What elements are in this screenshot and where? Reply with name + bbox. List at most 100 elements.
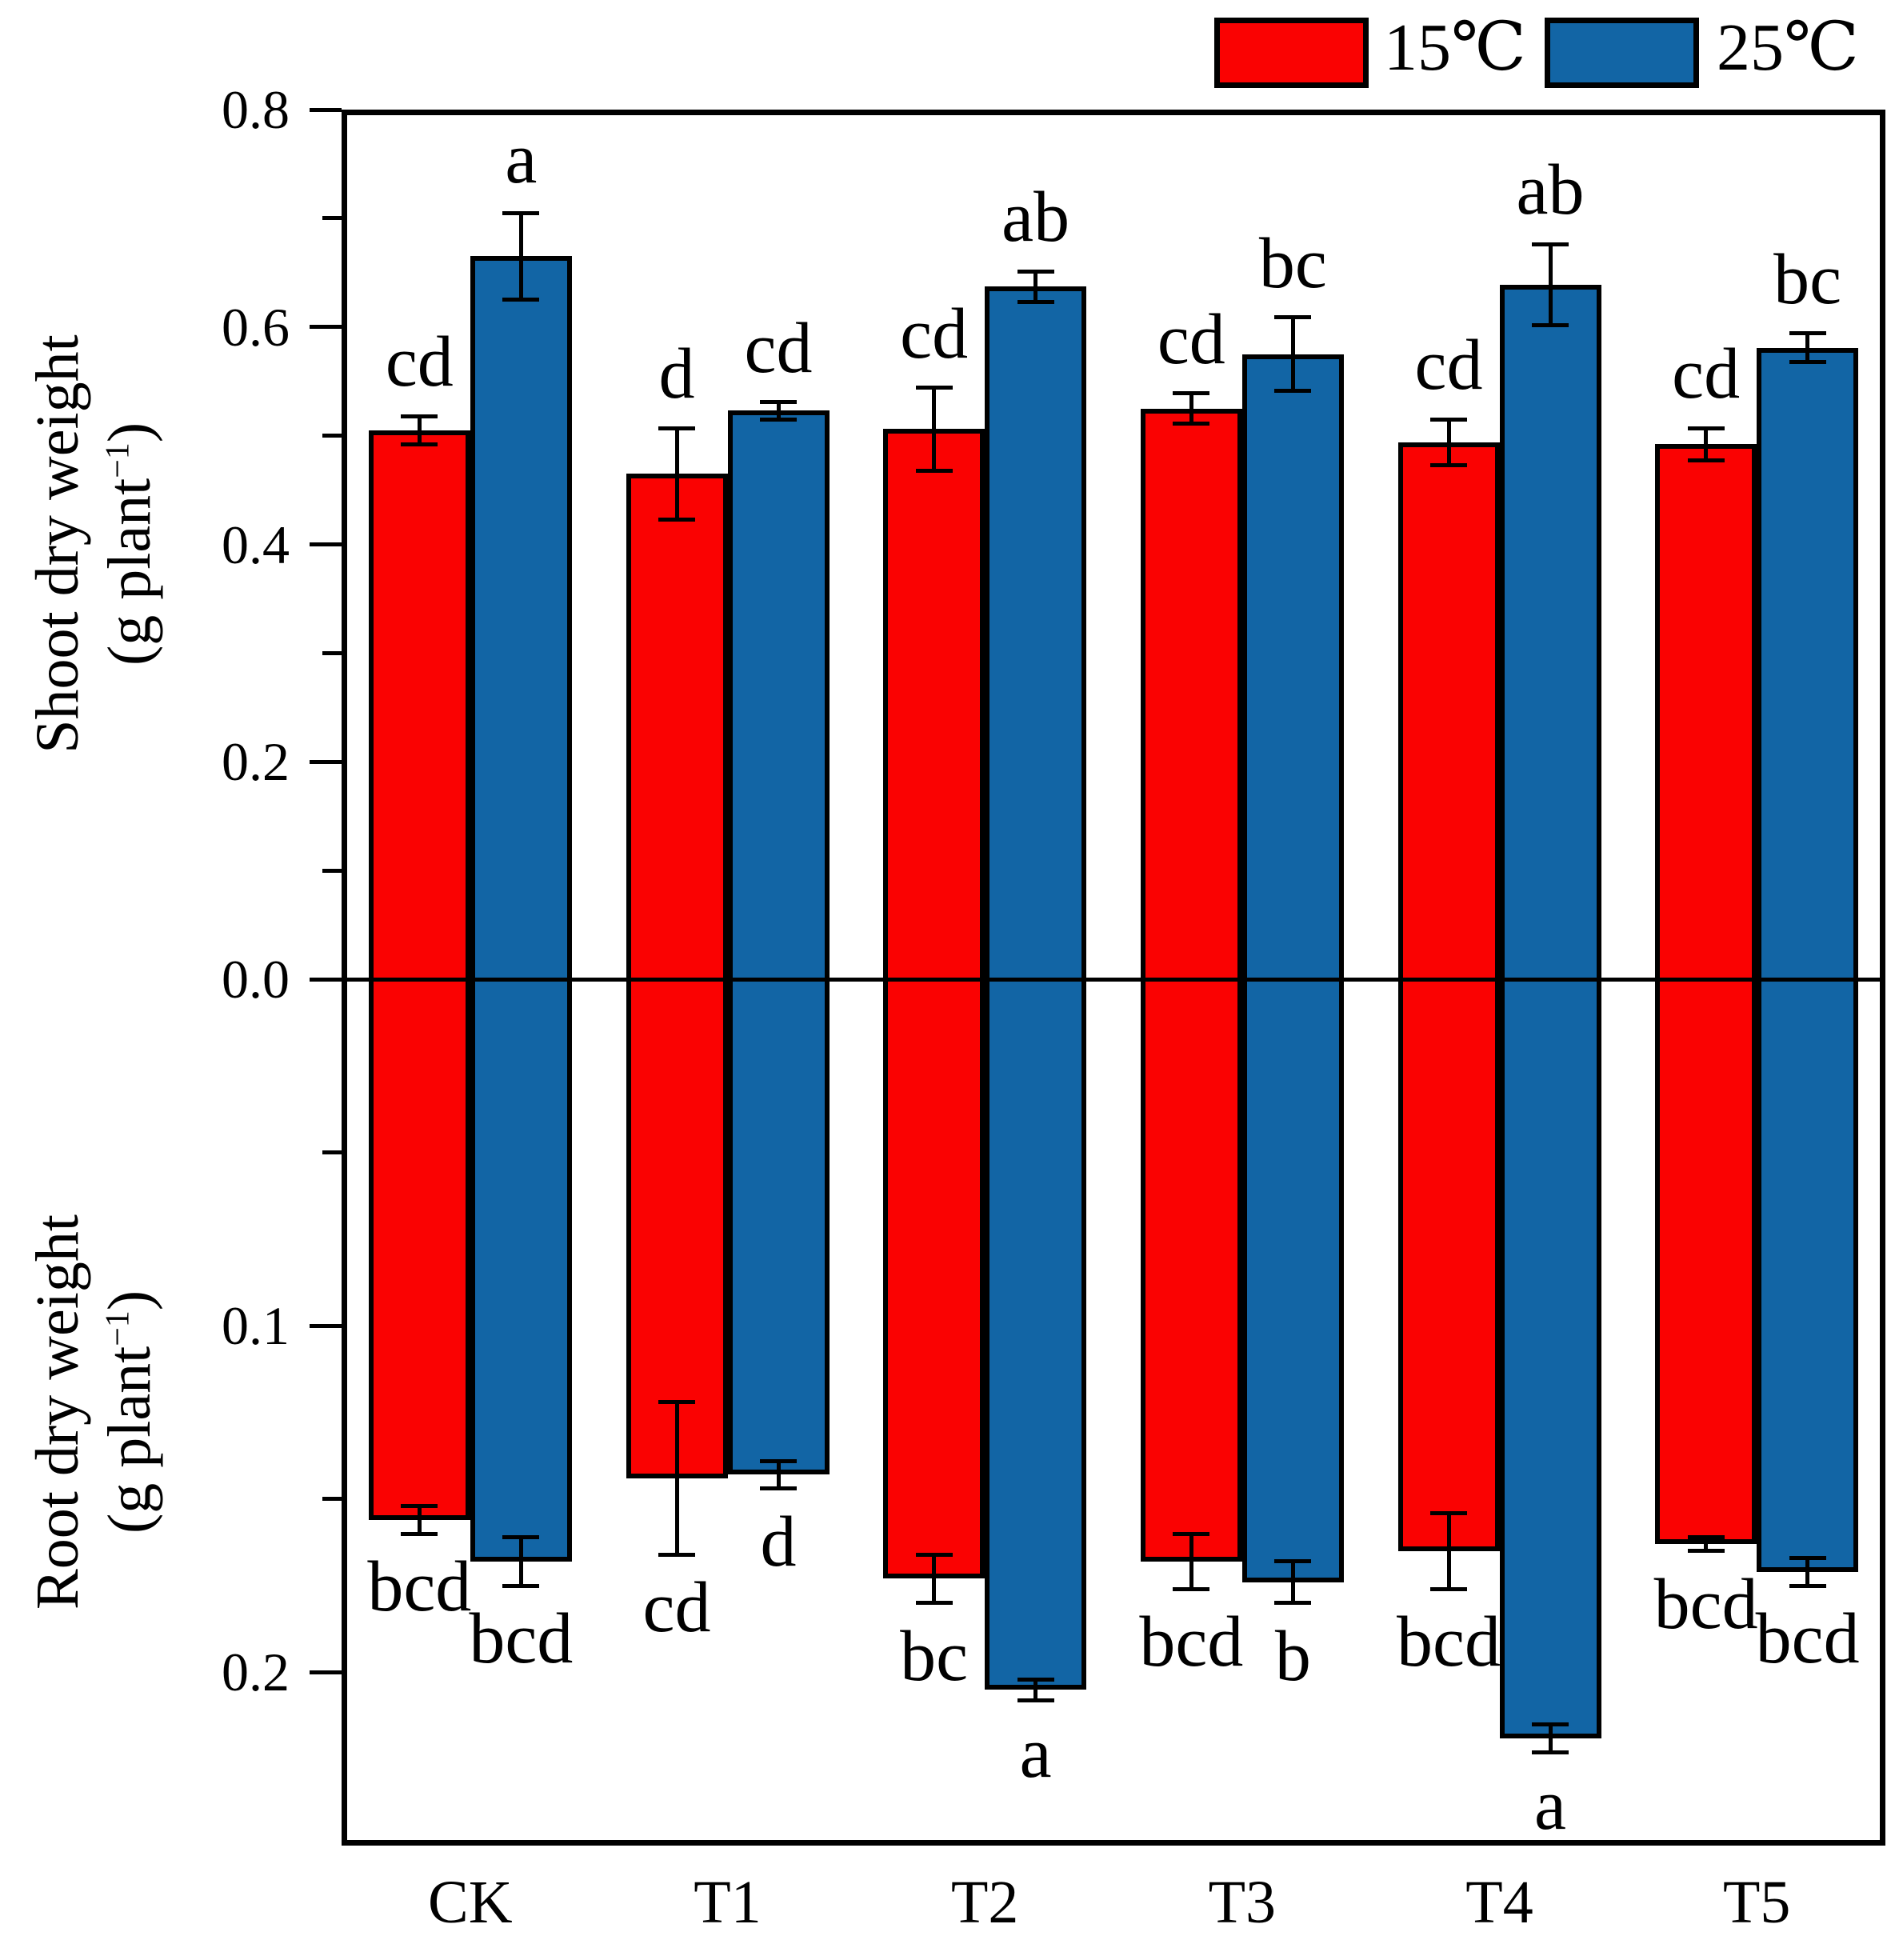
error-bar bbox=[674, 428, 679, 520]
significance-letter: cd bbox=[1414, 326, 1483, 406]
y-major-tick bbox=[310, 1670, 342, 1674]
bar-shoot-T4-15c bbox=[1397, 442, 1500, 979]
bar-root-T5-25c bbox=[1757, 979, 1859, 1572]
error-bar-cap bbox=[1789, 359, 1826, 364]
y-axis-top-title: Shoot dry weight bbox=[24, 334, 91, 754]
error-bar-cap bbox=[1274, 315, 1312, 320]
x-axis-label-T3: T3 bbox=[1208, 1869, 1277, 1936]
bar-root-CK-15c bbox=[368, 979, 470, 1520]
bar-shoot-CK-25c bbox=[470, 256, 572, 979]
bar-root-T5-15c bbox=[1655, 979, 1757, 1545]
significance-letter: bcd bbox=[1653, 1564, 1758, 1644]
error-bar bbox=[1446, 419, 1451, 466]
significance-letter: bcd bbox=[1755, 1599, 1860, 1679]
significance-letter: bc bbox=[1258, 223, 1327, 303]
error-bar-cap bbox=[1017, 299, 1054, 304]
bar-shoot-T5-25c bbox=[1757, 347, 1859, 979]
error-bar-cap bbox=[1017, 1698, 1054, 1702]
error-bar bbox=[932, 387, 937, 471]
significance-letter: cd bbox=[744, 308, 813, 388]
significance-letter: d bbox=[760, 1502, 797, 1582]
error-bar-cap bbox=[1532, 1722, 1569, 1726]
y-major-tick bbox=[310, 107, 342, 112]
error-bar-cap bbox=[401, 1503, 438, 1508]
y-axis-top-unit: (g plant−1) bbox=[96, 422, 163, 666]
error-bar-cap bbox=[1173, 1531, 1210, 1536]
error-bar bbox=[1704, 1537, 1709, 1551]
significance-letter: cd bbox=[385, 322, 454, 402]
error-bar-cap bbox=[1789, 1555, 1826, 1560]
significance-letter: cd bbox=[642, 1568, 711, 1648]
error-bar bbox=[1290, 1561, 1295, 1603]
y-minor-tick bbox=[322, 434, 342, 438]
y-tick-label: 0.2 bbox=[222, 1642, 290, 1703]
y-tick-label: 0.6 bbox=[222, 296, 290, 358]
error-bar-cap bbox=[1687, 1549, 1725, 1554]
y-minor-tick bbox=[322, 1150, 342, 1155]
significance-letter: a bbox=[505, 119, 538, 199]
error-bar-cap bbox=[760, 1458, 797, 1463]
x-axis-label-T1: T1 bbox=[694, 1869, 762, 1936]
y-major-tick bbox=[310, 1323, 342, 1328]
error-bar-cap bbox=[1274, 1601, 1312, 1606]
error-bar-cap bbox=[1017, 269, 1054, 274]
bar-root-T1-25c bbox=[727, 979, 830, 1475]
bar-shoot-T1-15c bbox=[626, 474, 728, 979]
error-bar bbox=[1189, 393, 1193, 424]
error-bar bbox=[1704, 428, 1709, 461]
significance-letter: a bbox=[1019, 1714, 1052, 1794]
error-bar bbox=[776, 402, 781, 420]
error-bar bbox=[1033, 1679, 1038, 1701]
error-bar bbox=[1805, 333, 1810, 362]
error-bar-cap bbox=[1532, 1750, 1569, 1754]
error-bar-cap bbox=[658, 517, 695, 522]
error-bar bbox=[518, 213, 523, 300]
error-bar-cap bbox=[658, 426, 695, 430]
significance-letter: cd bbox=[1157, 299, 1225, 379]
bar-shoot-T1-25c bbox=[727, 410, 830, 979]
y-major-tick bbox=[310, 542, 342, 546]
error-bar-cap bbox=[1532, 242, 1569, 246]
bar-root-T2-15c bbox=[883, 979, 985, 1579]
error-bar-cap bbox=[915, 386, 953, 390]
error-bar-cap bbox=[1274, 1559, 1312, 1564]
y-major-tick bbox=[310, 977, 342, 982]
legend-item-15c: 15℃ bbox=[1214, 0, 1534, 96]
error-bar bbox=[1189, 1534, 1193, 1590]
error-bar-cap bbox=[1017, 1677, 1054, 1682]
error-bar bbox=[417, 1506, 422, 1534]
significance-letter: bcd bbox=[367, 1547, 472, 1627]
error-bar-cap bbox=[1173, 391, 1210, 396]
error-bar-cap bbox=[1687, 426, 1725, 430]
error-bar-cap bbox=[915, 1601, 953, 1606]
y-tick-label: 0.4 bbox=[222, 514, 290, 575]
error-bar-cap bbox=[401, 414, 438, 418]
error-bar-cap bbox=[502, 1583, 540, 1588]
error-bar-cap bbox=[502, 210, 540, 215]
significance-letter: bcd bbox=[469, 1599, 574, 1679]
bar-shoot-CK-15c bbox=[368, 430, 470, 979]
y-minor-tick bbox=[322, 868, 342, 873]
y-axis-bottom-unit: (g plant−1) bbox=[96, 1290, 163, 1534]
error-bar bbox=[932, 1554, 937, 1603]
x-axis-label-T5: T5 bbox=[1722, 1869, 1791, 1936]
y-tick-label: 0.1 bbox=[222, 1295, 290, 1357]
x-axis-label-T4: T4 bbox=[1465, 1869, 1533, 1936]
significance-letter: a bbox=[1534, 1766, 1566, 1846]
error-bar-cap bbox=[1687, 458, 1725, 463]
y-tick-label: 0.8 bbox=[222, 79, 290, 140]
y-major-tick bbox=[310, 325, 342, 330]
significance-letter: ab bbox=[1001, 178, 1070, 258]
zero-line bbox=[342, 977, 1885, 982]
error-bar-cap bbox=[1173, 1586, 1210, 1591]
error-bar-cap bbox=[1430, 417, 1467, 422]
bar-root-T1-15c bbox=[626, 979, 728, 1478]
error-bar-cap bbox=[760, 400, 797, 404]
error-bar bbox=[1033, 271, 1038, 302]
x-axis-label-CK: CK bbox=[428, 1869, 513, 1936]
error-bar-cap bbox=[1430, 1586, 1467, 1591]
bar-shoot-T3-25c bbox=[1241, 354, 1344, 979]
superscript-minus-one: −1 bbox=[99, 1310, 137, 1346]
error-bar bbox=[518, 1537, 523, 1586]
